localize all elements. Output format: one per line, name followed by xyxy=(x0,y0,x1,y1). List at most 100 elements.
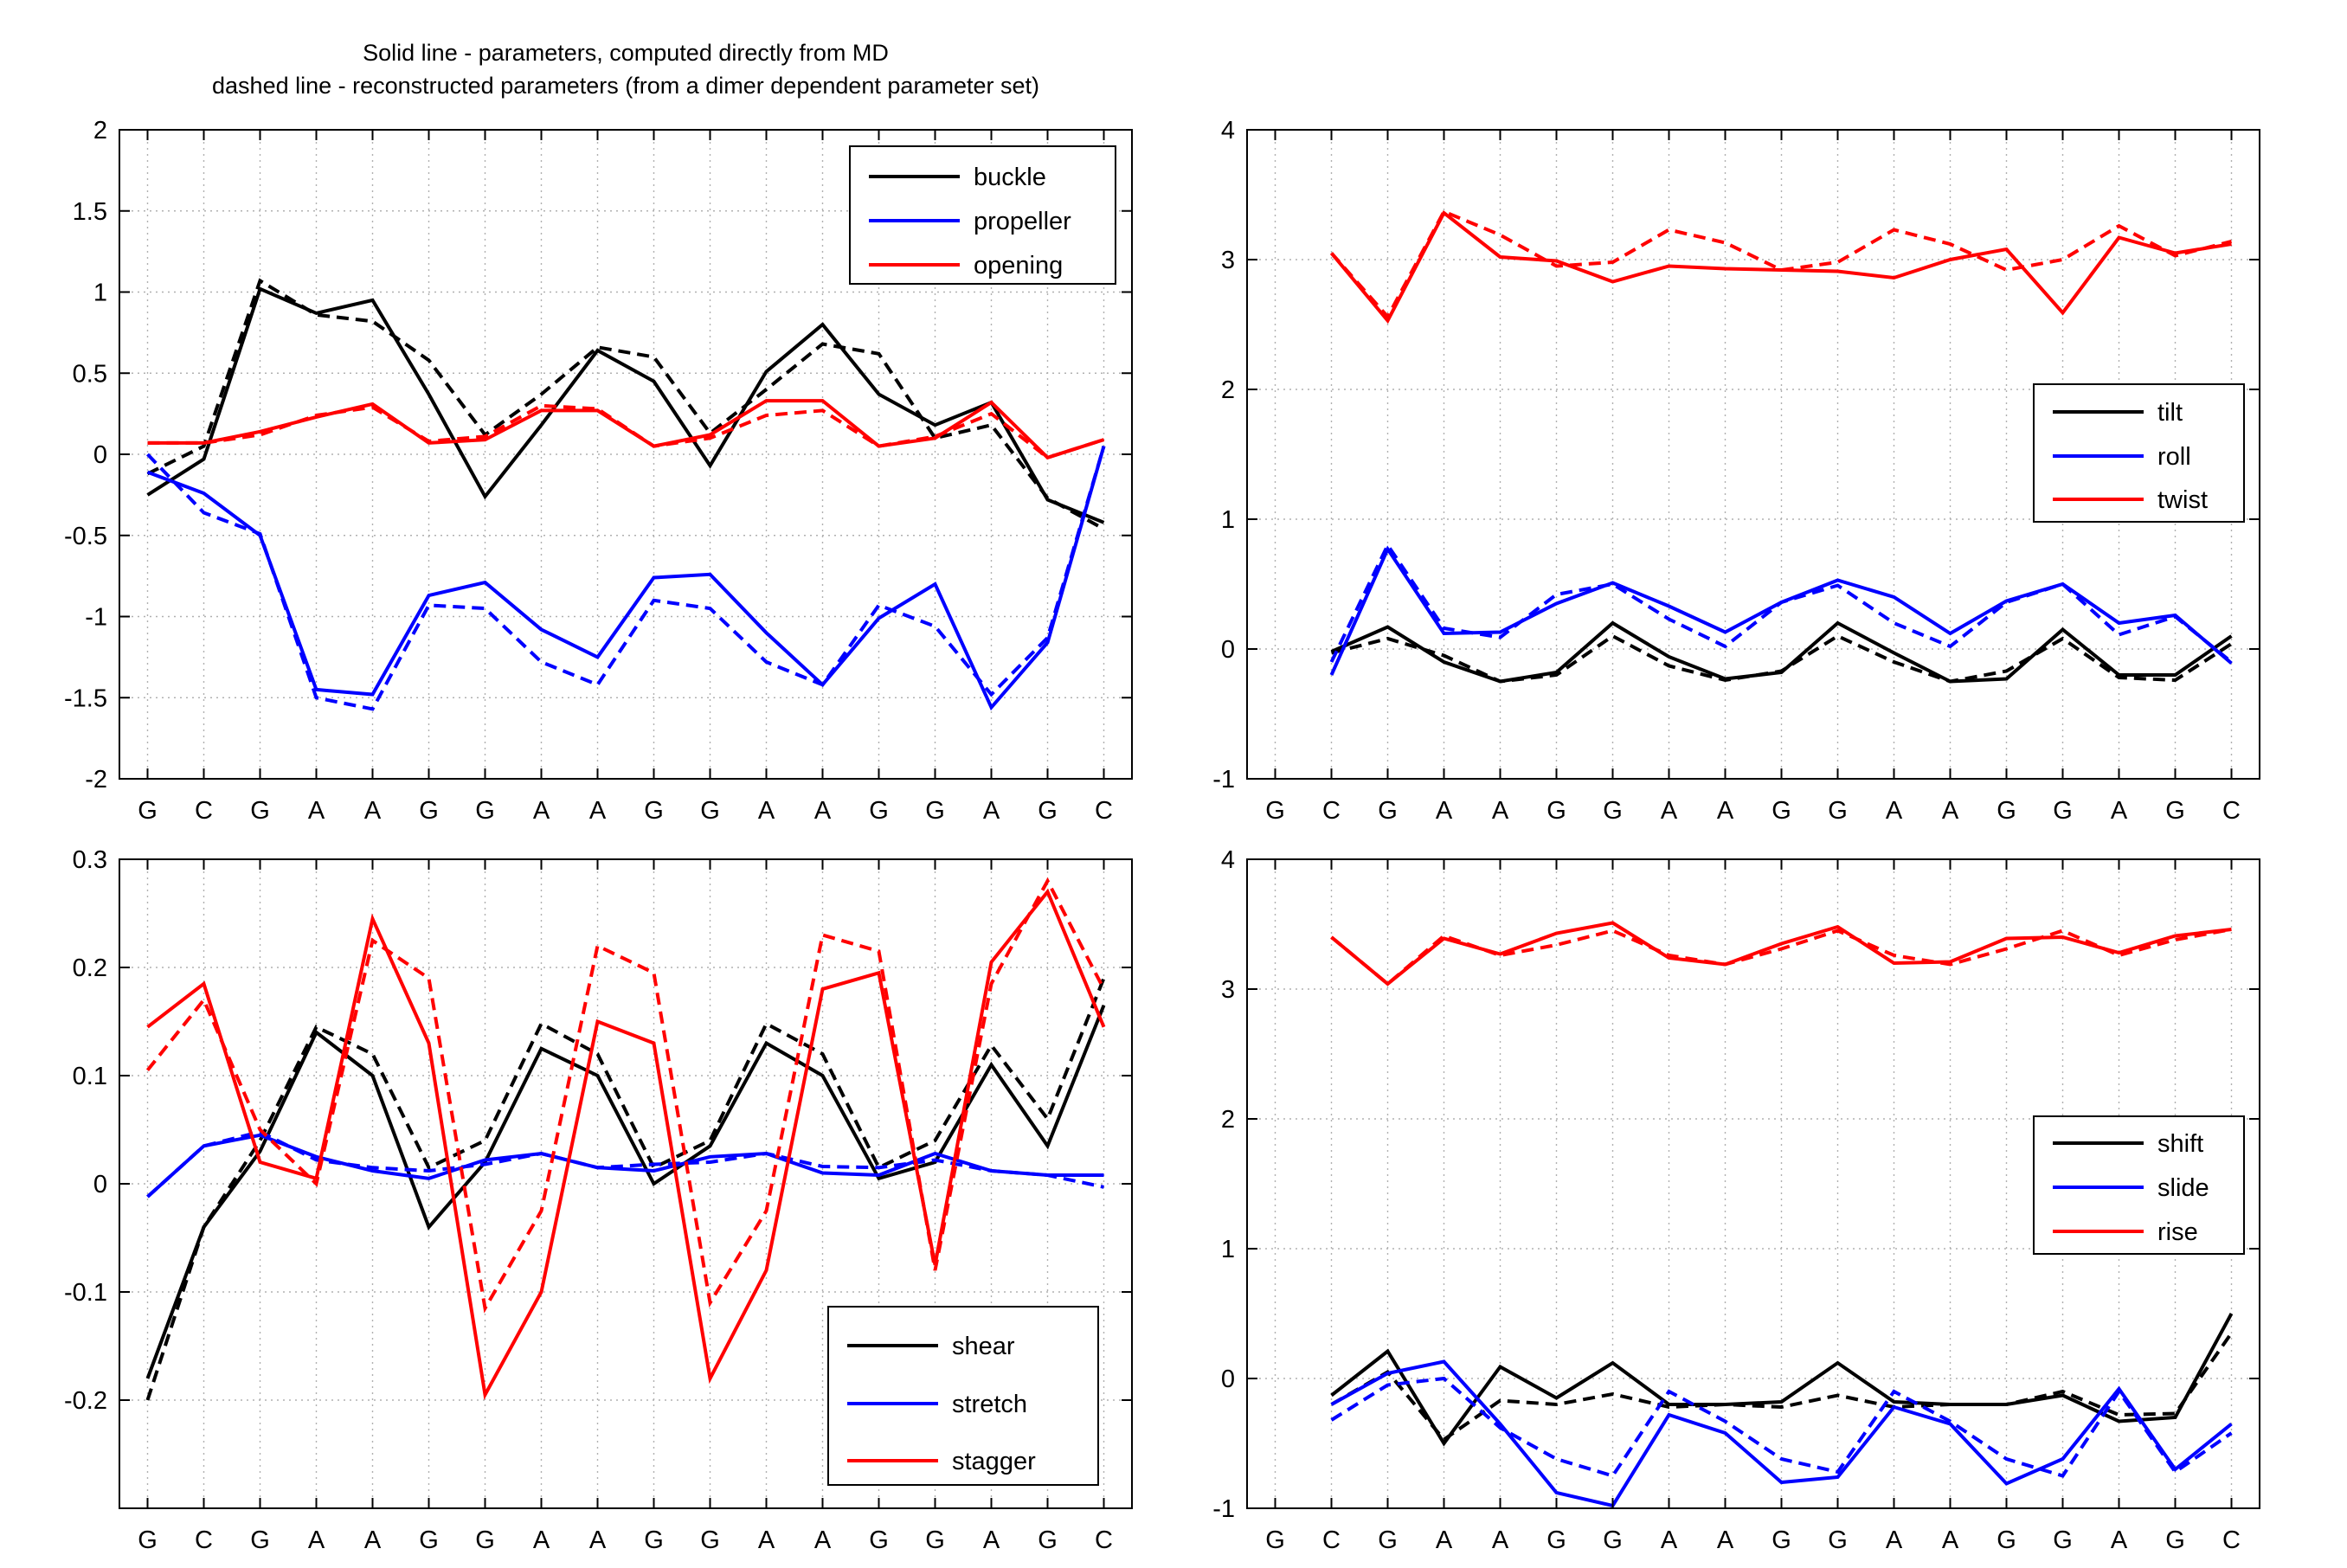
series-group xyxy=(146,278,1106,711)
y-tick-label: 0 xyxy=(93,1171,107,1198)
series-group xyxy=(145,877,1106,1401)
x-tick-label: G xyxy=(1997,1526,2016,1554)
legend-box xyxy=(2033,1115,2245,1255)
y-tick-label: 0.5 xyxy=(73,360,107,388)
y-axis: 4 3 2 1 0 -1 xyxy=(1212,117,2260,794)
x-tick-label: G xyxy=(644,797,664,825)
y-tick-label: 3 xyxy=(1221,247,1235,274)
x-tick-label: G xyxy=(1378,1526,1398,1554)
y-tick-label: -1 xyxy=(85,604,107,632)
y-tick-label: -1.5 xyxy=(64,684,107,712)
x-tick-label: G xyxy=(700,1526,720,1554)
legend-label: stagger xyxy=(952,1448,1036,1475)
series-line-propeller-reconstructed xyxy=(146,446,1106,711)
axes-frame xyxy=(1246,129,2260,780)
series-line-shear-reconstructed xyxy=(145,977,1106,1401)
series-line-stagger-reconstructed xyxy=(145,877,1106,1314)
x-tick-label: G xyxy=(250,797,270,825)
y-tick-label: 0 xyxy=(93,441,107,469)
x-tick-label: G xyxy=(1038,797,1058,825)
y-tick-label: -1 xyxy=(1212,766,1235,794)
x-tick-label: G xyxy=(475,1526,495,1554)
x-tick-label: A xyxy=(758,797,775,825)
x-tick-label: G xyxy=(925,797,945,825)
panel-step-rotations: G C G A A G G A A G G A A G G A G C 4 3 2 1 0 -1 tilt roll twist xyxy=(1212,117,2260,825)
series-line-stretch-reconstructed xyxy=(146,1129,1104,1198)
y-tick-label: 1 xyxy=(1221,506,1235,534)
y-tick-label: 0.2 xyxy=(73,954,107,982)
x-tick-label: G xyxy=(419,1526,439,1554)
y-tick-label: 4 xyxy=(1221,846,1235,874)
y-tick-label: 2 xyxy=(93,117,107,145)
figure-title: Solid line - parameters, computed direct… xyxy=(119,36,1132,102)
x-tick-label: G xyxy=(1546,1526,1566,1554)
x-tick-label: A xyxy=(1717,1526,1734,1554)
x-tick-label: G xyxy=(250,1526,270,1554)
y-axis: 2 1.5 1 0.5 0 -0.5 -1 -1.5 -2 xyxy=(64,117,1132,794)
x-tick-label: A xyxy=(1436,1526,1453,1554)
series-line-propeller xyxy=(146,446,1106,711)
x-tick-label: C xyxy=(1322,797,1341,825)
x-tick-label: C xyxy=(2222,797,2241,825)
x-tick-label: G xyxy=(1772,1526,1791,1554)
x-tick-label: G xyxy=(2053,797,2073,825)
y-tick-label: -1 xyxy=(1212,1495,1235,1523)
x-tick-label: G xyxy=(138,797,158,825)
y-tick-label: -0.5 xyxy=(64,523,107,550)
y-tick-label: 0.3 xyxy=(73,846,107,874)
x-tick-label: C xyxy=(1095,797,1113,825)
legend: buckle propeller opening xyxy=(849,145,1116,285)
x-tick-label: A xyxy=(1492,1526,1509,1554)
legend: tilt roll twist xyxy=(2033,383,2245,523)
series-line-twist xyxy=(1329,209,2232,325)
y-tick-label: -0.1 xyxy=(64,1279,107,1307)
x-tick-label: A xyxy=(308,1526,325,1554)
y-tick-label: 1 xyxy=(1221,1236,1235,1263)
series-line-roll-reconstructed xyxy=(1329,541,2233,664)
series-line-rise xyxy=(1330,921,2232,986)
y-tick-label: 0 xyxy=(1221,636,1235,664)
y-axis: 4 3 2 1 0 -1 xyxy=(1212,846,2260,1523)
panel-base-pair-rotations: G C G A A G G A A G G A A G G A G C 2 1.5 1 0.5 0 -0.5 -1 -1.5 -2 b… xyxy=(64,117,1133,825)
legend-label: shift xyxy=(2157,1130,2203,1158)
x-tick-label: A xyxy=(2111,1526,2128,1554)
series-line-slide-reconstructed xyxy=(1330,1376,2233,1478)
legend-label: twist xyxy=(2157,486,2208,514)
x-tick-label: G xyxy=(475,797,495,825)
x-tick-label: A xyxy=(1942,797,1959,825)
x-tick-label: A xyxy=(1886,797,1903,825)
x-tick-label: G xyxy=(1038,1526,1058,1554)
x-tick-label: A xyxy=(364,1526,382,1554)
x-tick-label: C xyxy=(1322,1526,1341,1554)
x-tick-label: G xyxy=(869,797,889,825)
x-tick-label: A xyxy=(814,1526,832,1554)
x-tick-label: A xyxy=(308,797,325,825)
x-tick-label: A xyxy=(533,1526,550,1554)
title-line-solid: Solid line - parameters, computed direct… xyxy=(363,40,889,66)
x-tick-label: G xyxy=(1378,797,1398,825)
legend-box xyxy=(849,145,1116,285)
panel-step-translations: G C G A A G G A A G G A A G G A G C 4 3 2 1 0 -1 shift slide rise xyxy=(1212,846,2260,1554)
x-tick-label: C xyxy=(2222,1526,2241,1554)
legend-label: shear xyxy=(952,1333,1015,1360)
x-tick-label: A xyxy=(1661,797,1678,825)
y-tick-label: 2 xyxy=(1221,376,1235,404)
y-tick-label: 0 xyxy=(1221,1366,1235,1393)
x-tick-label: G xyxy=(1772,797,1791,825)
x-tick-label: G xyxy=(1828,797,1848,825)
x-tick-label: G xyxy=(1603,797,1623,825)
y-tick-label: 1 xyxy=(93,280,107,307)
legend-label: buckle xyxy=(974,164,1046,191)
series-group xyxy=(1329,209,2233,684)
series-line-tilt-reconstructed xyxy=(1331,633,2233,684)
x-tick-label: A xyxy=(2111,797,2128,825)
legend-label: opening xyxy=(974,252,1063,280)
x-tick-label: A xyxy=(983,1526,1000,1554)
x-tick-label: G xyxy=(925,1526,945,1554)
y-axis: 0.3 0.2 0.1 0 -0.1 -0.2 xyxy=(64,846,1132,1415)
x-tick-label: G xyxy=(2165,1526,2185,1554)
x-tick-label: A xyxy=(589,1526,607,1554)
x-tick-label: G xyxy=(1603,1526,1623,1554)
